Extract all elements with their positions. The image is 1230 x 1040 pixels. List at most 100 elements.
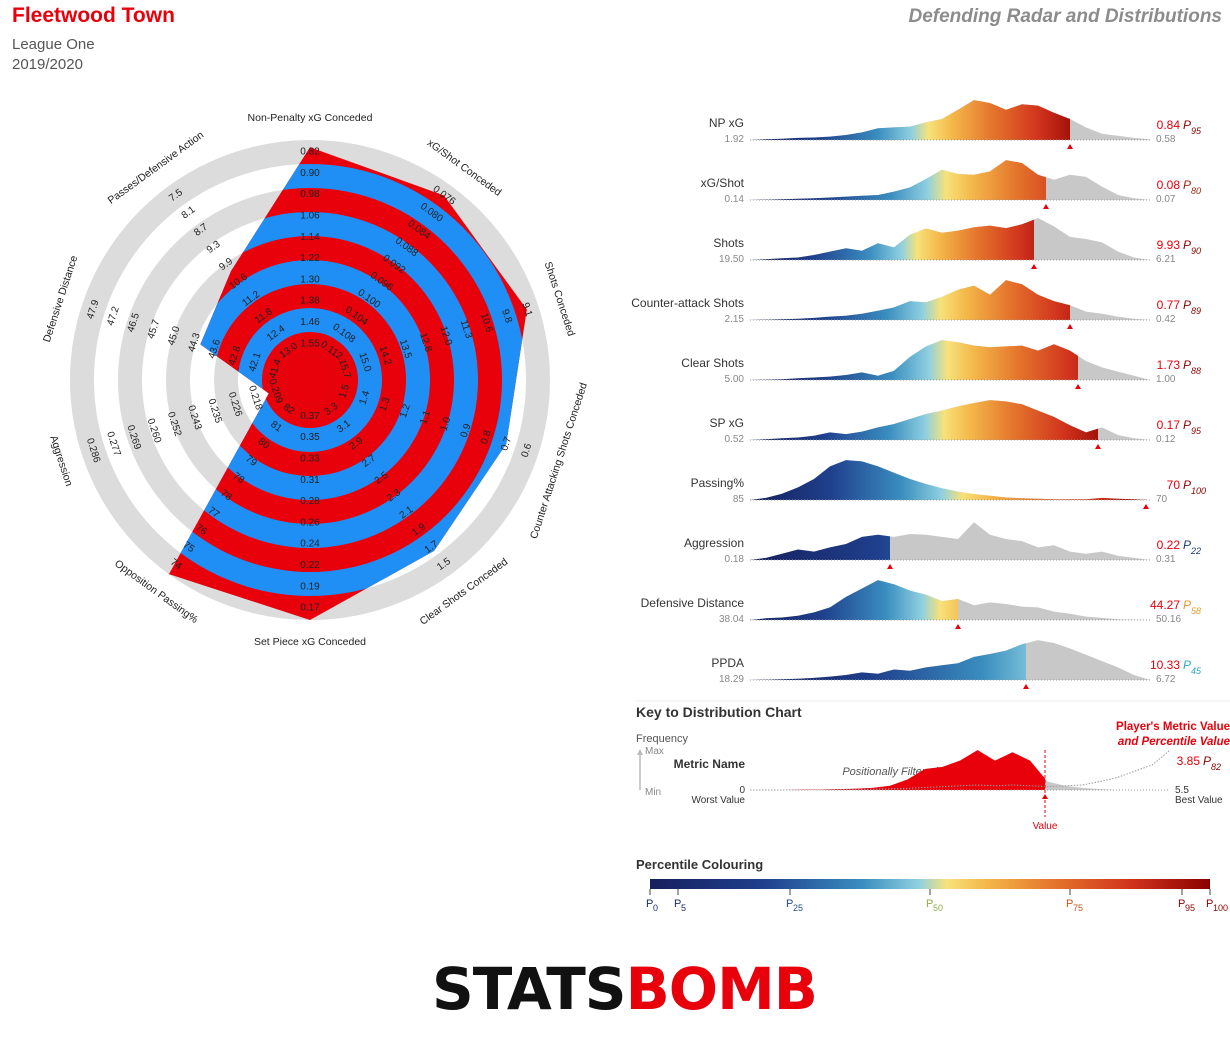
key-player-pct-p: P <box>1203 754 1211 768</box>
radar-tick-label: 1.06 <box>300 211 320 222</box>
worst-value: 0.14 <box>725 194 745 205</box>
percentile-number: 100 <box>1191 486 1206 496</box>
metric-name: Passing% <box>691 476 745 490</box>
worst-value: 18.29 <box>719 674 744 685</box>
worst-value: 1.92 <box>725 134 745 145</box>
colouring-title: Percentile Colouring <box>636 857 763 872</box>
player-value: 1.73 <box>1157 358 1181 372</box>
value-marker <box>1143 504 1149 509</box>
radar-tick-label: 1.30 <box>300 274 320 285</box>
distribution-area-coloured <box>750 400 1098 440</box>
metric-name: Clear Shots <box>681 356 744 370</box>
radar-tick-label: 0.22 <box>300 560 320 571</box>
percentile-number: 95 <box>1191 126 1202 136</box>
percentile-tick-p: P <box>926 898 933 910</box>
percentile-label: P <box>1183 118 1191 132</box>
distribution-area-coloured <box>750 280 1070 320</box>
metric-name: Defensive Distance <box>641 596 745 610</box>
key-min: Min <box>645 787 661 798</box>
radar-tick-label: 1.2 <box>398 402 413 419</box>
key-area-coloured <box>750 750 1045 790</box>
radar-tick-label: 0.82 <box>300 147 320 158</box>
radar-tick-label: 0.8 <box>479 429 494 446</box>
radar-tick-label: 1.3 <box>378 396 393 413</box>
key-value-label: Value <box>1033 821 1058 832</box>
percentile-tick-p: P <box>674 898 681 910</box>
player-value: 0.84 <box>1157 118 1181 132</box>
distribution-area-coloured <box>750 643 1026 680</box>
percentile-tick-label: 5 <box>681 903 686 913</box>
player-value: 10.33 <box>1150 658 1180 672</box>
percentile-number: 58 <box>1191 606 1201 616</box>
player-value: 9.93 <box>1157 238 1181 252</box>
team-name: Fleetwood Town <box>12 4 175 27</box>
distribution-area-coloured <box>750 340 1078 380</box>
percentile-tick-p: P <box>1178 898 1185 910</box>
percentile-label: P <box>1183 478 1191 492</box>
value-marker <box>1031 264 1037 269</box>
percentile-tick-p: P <box>646 898 653 910</box>
metric-name: xG/Shot <box>701 176 745 190</box>
value-marker <box>1023 684 1029 689</box>
best-value: 0.31 <box>1156 554 1176 565</box>
worst-value: 38.04 <box>719 614 744 625</box>
best-value: 0.58 <box>1156 134 1176 145</box>
key-frequency: Frequency <box>636 733 688 745</box>
best-value: 6.72 <box>1156 674 1176 685</box>
key-player-pct: 82 <box>1211 762 1221 772</box>
worst-value: 0.18 <box>725 554 745 565</box>
radar-tick-label: 0.98 <box>300 189 320 200</box>
value-marker <box>1067 144 1073 149</box>
key-metric-name: Metric Name <box>674 757 746 771</box>
key-filtered: Positionally Filtered <box>842 766 938 778</box>
metric-name: PPDA <box>711 656 744 670</box>
player-value: 0.22 <box>1157 538 1181 552</box>
metric-name: Aggression <box>684 536 744 550</box>
percentile-number: 95 <box>1191 426 1202 436</box>
radar-tick-label: 0.37 <box>300 411 320 422</box>
league-name: League One <box>12 36 95 53</box>
radar-tick-label: 1.55 <box>300 338 320 349</box>
percentile-bar <box>650 879 1210 889</box>
metric-name: SP xG <box>710 416 744 430</box>
distribution-area-coloured <box>750 534 890 560</box>
radar-metric-label: Aggression <box>47 434 75 488</box>
value-marker <box>887 564 893 569</box>
radar-tick-label: 8.1 <box>180 204 198 221</box>
metric-name: Counter-attack Shots <box>631 296 744 310</box>
worst-value: 0.52 <box>725 434 745 445</box>
best-value: 70 <box>1156 494 1168 505</box>
percentile-tick-label: 0 <box>653 903 658 913</box>
radar-tick-label: 0.6 <box>520 442 535 459</box>
worst-value: 85 <box>733 494 745 505</box>
percentile-tick-label: 100 <box>1213 903 1228 913</box>
distribution-area-coloured <box>750 160 1046 200</box>
radar-tick-label: 0.9 <box>459 422 474 439</box>
percentile-number: 88 <box>1191 366 1201 376</box>
percentile-number: 89 <box>1191 306 1201 316</box>
radar-tick-label: 0.31 <box>300 475 320 486</box>
radar-tick-label: 0.19 <box>300 581 320 592</box>
value-marker <box>955 624 961 629</box>
key-worst-label: Worst Value <box>691 795 745 806</box>
best-value: 50.16 <box>1156 614 1181 625</box>
radar-tick-label: 0.90 <box>300 168 320 179</box>
defending-radar: 0.82 0.90 0.98 1.06 1.14 1.22 1.30 1.38 1.46 1.55… <box>41 112 590 648</box>
radar-center <box>286 356 334 404</box>
season: 2019/2020 <box>12 56 83 73</box>
distribution-area-coloured <box>750 460 1146 500</box>
percentile-tick-label: 25 <box>793 903 803 913</box>
player-value: 0.77 <box>1157 298 1181 312</box>
radar-tick-label: 0.33 <box>300 454 320 465</box>
chart-title: Defending Radar and Distributions <box>908 6 1222 27</box>
percentile-label: P <box>1183 358 1191 372</box>
radar-tick-label: 1.22 <box>300 253 320 264</box>
radar-tick-label: 1.0 <box>439 415 454 432</box>
percentile-label: P <box>1183 538 1191 552</box>
distribution-area-coloured <box>750 100 1070 140</box>
key-value-marker <box>1042 794 1048 799</box>
percentile-tick-label: 95 <box>1185 903 1195 913</box>
key-axis-arrow <box>637 749 643 755</box>
key-player-line1: Player's Metric Value <box>1116 721 1230 733</box>
radar-metric-label: Set Piece xG Conceded <box>254 636 366 648</box>
